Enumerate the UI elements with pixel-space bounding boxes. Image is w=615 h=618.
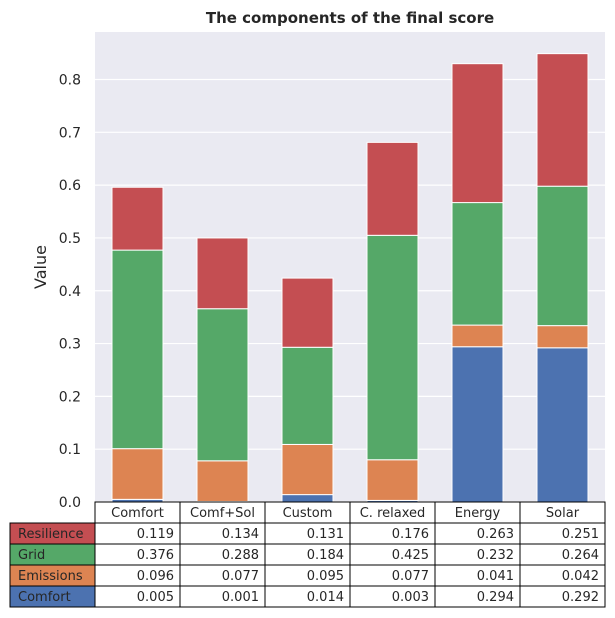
data-label: 0.251 <box>562 527 599 542</box>
bar-segment-grid <box>536 185 589 327</box>
bar-segment-resilience <box>366 141 419 236</box>
y-tick-label: 0.6 <box>59 178 81 194</box>
data-label: 0.041 <box>477 569 514 584</box>
y-tick-label: 0.8 <box>59 73 81 89</box>
data-label: 0.077 <box>392 569 429 584</box>
data-table: Comfort Comf+Sol Custom C. relaxed Energy Sol… <box>9 501 606 608</box>
y-tick-label: 0.5 <box>59 231 81 247</box>
bar-segment-resilience <box>196 237 249 310</box>
y-tick-label: 0.2 <box>59 389 81 405</box>
y-tick-label: 0.3 <box>59 337 81 353</box>
bars <box>111 53 589 503</box>
bar-segment-grid <box>196 308 249 462</box>
table-cell <box>519 585 606 608</box>
x-tick-label: C. relaxed <box>360 506 426 521</box>
y-tick-label: 0.1 <box>59 442 81 458</box>
bar-segment-emissions <box>196 460 249 502</box>
data-label: 0.176 <box>392 527 429 542</box>
data-label: 0.042 <box>562 569 599 584</box>
data-label: 0.376 <box>137 548 174 563</box>
data-label: 0.294 <box>477 590 514 605</box>
bar-segment-resilience <box>281 277 334 348</box>
data-label: 0.292 <box>562 590 599 605</box>
data-label: 0.005 <box>137 590 174 605</box>
bar-segment-resilience <box>536 53 589 187</box>
data-label: 0.001 <box>222 590 259 605</box>
data-label: 0.425 <box>392 548 429 563</box>
data-label: 0.264 <box>562 548 599 563</box>
bar-segment-emissions <box>451 324 504 348</box>
legend-label: Comfort <box>18 590 71 605</box>
bar-segment-grid <box>281 346 334 445</box>
bar-segment-grid <box>366 234 419 461</box>
y-axis: 0.0 0.1 0.2 0.3 0.4 0.5 0.6 0.7 0.8 <box>59 73 81 511</box>
data-label: 0.131 <box>307 527 344 542</box>
chart-title: The components of the final score <box>206 9 494 27</box>
data-label: 0.232 <box>477 548 514 563</box>
bar-segment-comfort <box>281 494 334 503</box>
bar-segment-emissions <box>111 448 164 500</box>
grid-lines <box>95 78 605 503</box>
data-label: 0.288 <box>222 548 259 563</box>
bar-segment-resilience <box>111 186 164 251</box>
bar-segment-emissions <box>536 325 589 349</box>
y-axis-label: Value <box>31 245 50 289</box>
legend-label: Resilience <box>18 527 83 542</box>
data-label: 0.077 <box>222 569 259 584</box>
data-label: 0.096 <box>137 569 174 584</box>
y-tick-label: 0.4 <box>59 284 81 300</box>
x-tick-label: Comfort <box>111 506 164 521</box>
y-tick-label: 0.7 <box>59 125 81 141</box>
data-label: 0.003 <box>392 590 429 605</box>
bar-segment-comfort <box>451 346 504 503</box>
x-tick-label: Solar <box>546 506 580 521</box>
x-tick-label: Comf+Sol <box>190 506 255 521</box>
bar-segment-grid <box>111 249 164 450</box>
data-label: 0.184 <box>307 548 344 563</box>
data-label: 0.134 <box>222 527 259 542</box>
x-tick-label: Custom <box>283 506 333 521</box>
data-label: 0.014 <box>307 590 344 605</box>
bar-segment-emissions <box>366 459 419 501</box>
bar-segment-comfort <box>536 347 589 503</box>
bar-segment-grid <box>451 202 504 326</box>
data-label: 0.095 <box>307 569 344 584</box>
data-label: 0.119 <box>137 527 174 542</box>
data-label: 0.263 <box>477 527 514 542</box>
x-tick-label: Energy <box>455 506 501 521</box>
legend-label: Grid <box>18 548 45 563</box>
bar-segment-emissions <box>281 443 334 496</box>
bar-segment-resilience <box>451 63 504 204</box>
plot-area <box>95 32 605 502</box>
legend-label: Emissions <box>18 569 83 584</box>
y-tick-label: 0.0 <box>59 495 81 511</box>
